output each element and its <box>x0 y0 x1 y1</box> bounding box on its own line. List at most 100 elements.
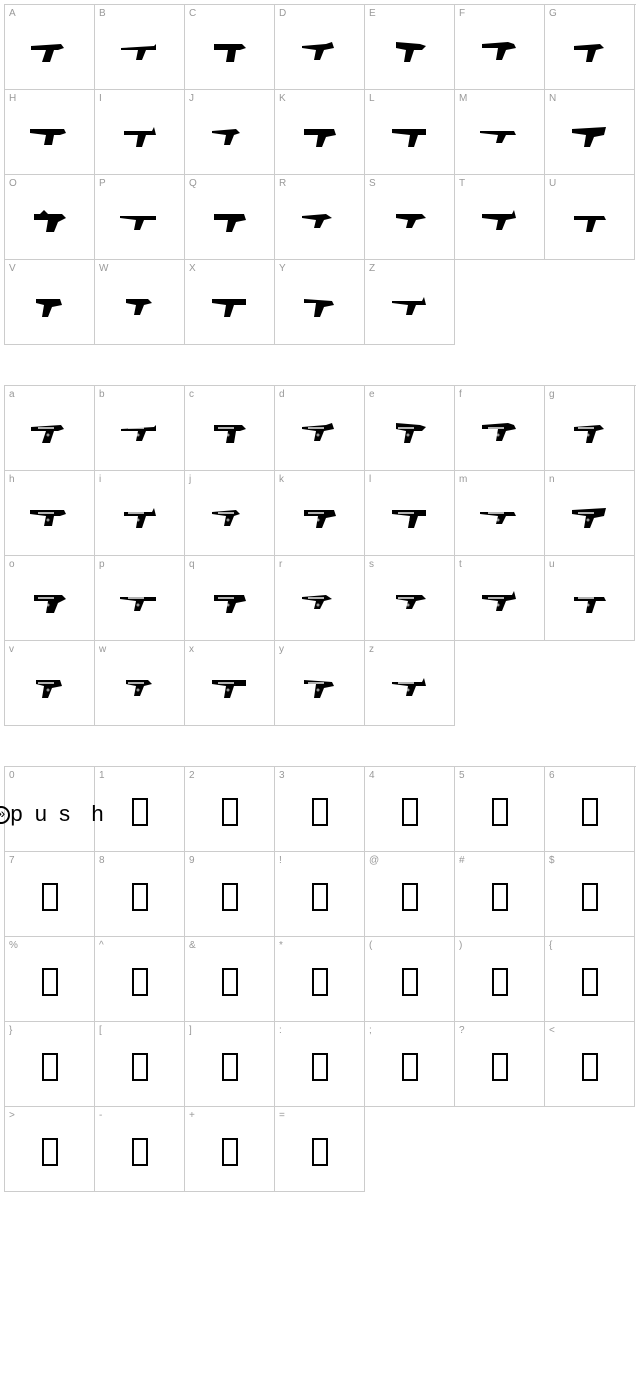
glyph <box>116 119 164 151</box>
charmap-cell: w <box>95 641 185 726</box>
glyph <box>402 798 418 826</box>
charmap-cell: S <box>365 175 455 260</box>
glyph <box>476 585 524 617</box>
cell-label: Q <box>189 178 197 189</box>
glyph <box>476 500 524 532</box>
glyph <box>206 204 254 236</box>
tofu-glyph <box>312 883 328 911</box>
charmap-cell: 8 <box>95 852 185 937</box>
cell-label: [ <box>99 1025 102 1036</box>
cell-label: f <box>459 389 462 400</box>
glyph <box>386 500 434 532</box>
glyph <box>222 1053 238 1081</box>
glyph <box>42 968 58 996</box>
charmap-cell: I <box>95 90 185 175</box>
glyph <box>26 119 74 151</box>
glyph <box>386 585 434 617</box>
glyph <box>26 204 74 236</box>
cell-label: y <box>279 644 284 655</box>
cell-label: K <box>279 93 286 104</box>
cell-label: D <box>279 8 286 19</box>
charmap-cell: P <box>95 175 185 260</box>
tofu-glyph <box>132 883 148 911</box>
charmap-cell: & <box>185 937 275 1022</box>
charmap-cell: q <box>185 556 275 641</box>
charmap-cell: * <box>275 937 365 1022</box>
cell-label: ! <box>279 855 282 866</box>
cell-label: k <box>279 474 284 485</box>
tofu-glyph <box>492 798 508 826</box>
glyph <box>476 204 524 236</box>
glyph <box>296 119 344 151</box>
charmap-cell: X <box>185 260 275 345</box>
glyph <box>582 968 598 996</box>
tofu-glyph <box>132 1053 148 1081</box>
charmap-cell: U <box>545 175 635 260</box>
tofu-glyph <box>222 1053 238 1081</box>
charmap-cell: m <box>455 471 545 556</box>
glyph <box>116 670 164 702</box>
charmap-cell: d <box>275 386 365 471</box>
cell-label: + <box>189 1110 195 1121</box>
charmap-cell: $ <box>545 852 635 937</box>
charmap-cell: p <box>95 556 185 641</box>
charmap-cell: Q <box>185 175 275 260</box>
glyph <box>132 1053 148 1081</box>
cell-label: w <box>99 644 106 655</box>
cell-label: N <box>549 93 556 104</box>
cell-label: } <box>9 1025 12 1036</box>
tofu-glyph <box>312 968 328 996</box>
cell-label: & <box>189 940 196 951</box>
cell-label: : <box>279 1025 282 1036</box>
glyph <box>42 1138 58 1166</box>
cell-label: P <box>99 178 106 189</box>
cell-label: v <box>9 644 14 655</box>
charmap-cell: C <box>185 5 275 90</box>
cell-label: V <box>9 263 16 274</box>
charmap-cell: 4 <box>365 767 455 852</box>
cell-label: ) <box>459 940 462 951</box>
cell-label: ^ <box>99 940 104 951</box>
glyph <box>26 585 74 617</box>
cell-label: J <box>189 93 194 104</box>
charmap-cell: u <box>545 556 635 641</box>
tofu-glyph <box>582 1053 598 1081</box>
charmap-cell: l <box>365 471 455 556</box>
charmap-cell: M <box>455 90 545 175</box>
charmap-cell: @ <box>365 852 455 937</box>
cell-label: o <box>9 559 15 570</box>
cell-label: n <box>549 474 555 485</box>
charmap-cell: s <box>365 556 455 641</box>
charmap-cell: ^ <box>95 937 185 1022</box>
charmap-cell: K <box>275 90 365 175</box>
cell-label: Y <box>279 263 286 274</box>
cell-label: c <box>189 389 194 400</box>
glyph <box>296 289 344 321</box>
charmap-cell: : <box>275 1022 365 1107</box>
tofu-glyph <box>222 883 238 911</box>
cell-label: I <box>99 93 102 104</box>
charmap-cell: x <box>185 641 275 726</box>
tofu-glyph <box>132 798 148 826</box>
charmap-grid: ABCDEFGHIJKLMNOPQRSTUVWXYZ <box>4 4 636 345</box>
cell-label: i <box>99 474 101 485</box>
tofu-glyph <box>132 968 148 996</box>
charmap-cell: J <box>185 90 275 175</box>
glyph <box>116 415 164 447</box>
cell-label: ] <box>189 1025 192 1036</box>
charmap-cell: < <box>545 1022 635 1107</box>
cell-label: d <box>279 389 285 400</box>
glyph <box>312 883 328 911</box>
cell-label: a <box>9 389 15 400</box>
glyph <box>222 968 238 996</box>
charmap-grid: 0p u s h123456789!@#$%^&*(){}[]:;?<>-+= <box>4 766 636 1192</box>
charmap-cell: B <box>95 5 185 90</box>
cell-label: 0 <box>9 770 15 781</box>
tofu-glyph <box>42 1138 58 1166</box>
charmap-cell: O <box>5 175 95 260</box>
cell-label: 9 <box>189 855 195 866</box>
cell-label: L <box>369 93 375 104</box>
cell-label: < <box>549 1025 555 1036</box>
cell-label: - <box>99 1110 102 1121</box>
charmap-cell: 9 <box>185 852 275 937</box>
